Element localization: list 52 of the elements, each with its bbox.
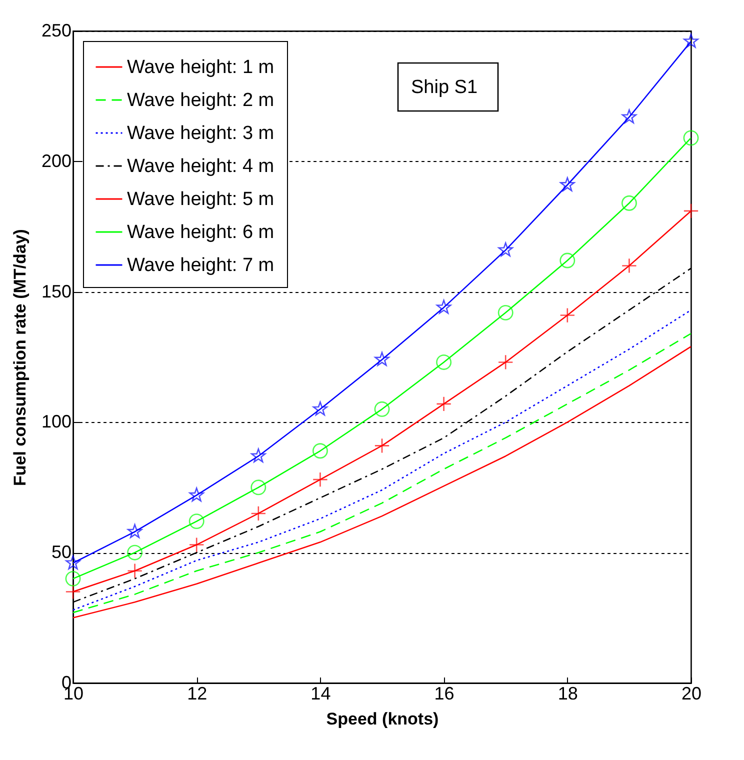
- point: [189, 488, 204, 502]
- legend-label: Wave height: 1 m: [127, 57, 274, 78]
- point: [312, 401, 328, 416]
- point: [250, 480, 266, 496]
- y-tick-label: 100: [41, 412, 72, 432]
- point: [621, 258, 637, 274]
- point: [127, 524, 142, 538]
- x-axis-title: Speed (knots): [326, 710, 439, 728]
- point: [498, 242, 513, 256]
- x-tick-label: 20: [681, 684, 702, 704]
- point: [683, 130, 699, 146]
- point: [312, 472, 328, 488]
- x-tick-label: 16: [434, 684, 454, 704]
- point: [498, 354, 514, 370]
- y-tick-label: 200: [41, 150, 72, 171]
- point: [374, 352, 390, 366]
- y-axis-title: Fuel consumption rate (MT/day): [10, 229, 30, 486]
- point: [560, 252, 576, 268]
- point: [65, 570, 81, 586]
- point: [188, 537, 204, 552]
- point: [622, 109, 637, 124]
- y-tick-label: 250: [41, 20, 72, 40]
- legend-label: Wave height: 3 m: [127, 123, 274, 144]
- annotation: Ship S1: [411, 77, 478, 98]
- legend-label: Wave height: 4 m: [127, 156, 274, 177]
- point: [436, 300, 452, 314]
- point: [621, 195, 637, 211]
- y-tick-label: 150: [41, 281, 72, 302]
- point: [683, 203, 699, 219]
- legend-label: Wave height: 5 m: [127, 189, 274, 210]
- x-tick-label: 18: [558, 684, 578, 704]
- legend-label: Wave height: 6 m: [127, 222, 274, 243]
- point: [560, 308, 576, 323]
- point: [127, 563, 143, 579]
- point: [436, 354, 452, 370]
- y-tick-label: 50: [51, 542, 72, 562]
- point: [65, 584, 81, 600]
- legend-label: Wave height: 2 m: [127, 90, 274, 111]
- point: [684, 34, 698, 48]
- point: [312, 443, 328, 459]
- point: [250, 506, 266, 522]
- legend-label: Wave height: 7 m: [127, 255, 274, 276]
- point: [251, 448, 266, 462]
- x-tick-label: 14: [310, 684, 331, 704]
- point: [560, 177, 575, 192]
- point: [498, 304, 514, 320]
- x-tick-label: 12: [187, 684, 208, 704]
- point: [127, 544, 143, 560]
- point: [436, 396, 452, 412]
- point: [374, 401, 390, 417]
- point: [374, 438, 390, 454]
- point: [188, 514, 204, 530]
